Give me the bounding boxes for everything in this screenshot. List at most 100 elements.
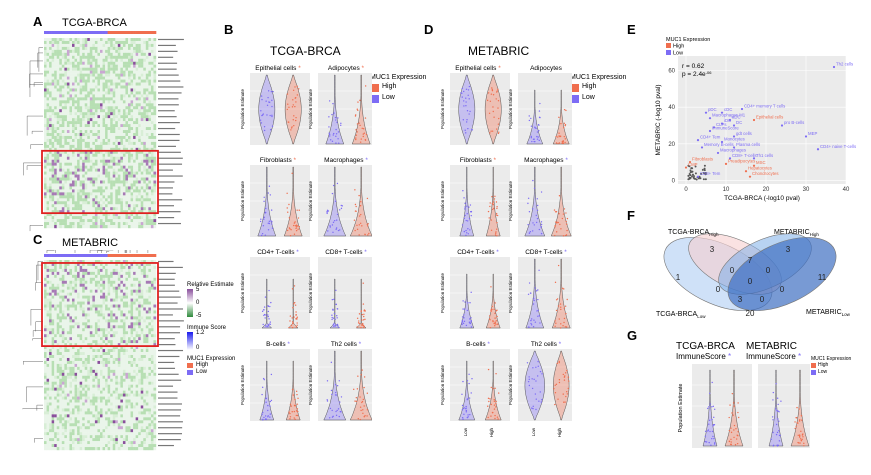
heatmap-cell	[115, 183, 119, 187]
heatmap-cell	[133, 387, 136, 391]
heatmap-cell	[130, 121, 134, 125]
heatmap-cell	[133, 82, 136, 86]
heatmap-cell	[46, 100, 50, 104]
heatmap-cell	[115, 103, 119, 107]
heatmap-cell	[54, 375, 57, 379]
heatmap-cell	[145, 369, 149, 374]
heatmap-cell	[133, 38, 136, 42]
heatmap-cell	[117, 130, 121, 134]
heatmap-cell	[100, 192, 103, 196]
heatmap-cell	[59, 337, 63, 341]
heatmap-cell	[46, 58, 50, 62]
heatmap-cell	[128, 355, 131, 359]
heatmap-cell	[51, 375, 55, 379]
heatmap-cell	[130, 91, 134, 95]
heatmap-cell	[105, 55, 108, 59]
heatmap-cell	[140, 186, 144, 190]
heatmap-cell	[49, 70, 52, 74]
heatmap-cell	[153, 387, 157, 391]
heatmap-cell	[107, 118, 111, 122]
heatmap-cell	[148, 277, 152, 281]
heatmap-cell	[102, 46, 106, 51]
heatmap-cell	[54, 301, 57, 305]
heatmap-cell	[72, 168, 75, 172]
heatmap-cell	[64, 274, 68, 279]
heatmap-cell	[140, 127, 144, 131]
heatmap-cell	[143, 82, 147, 86]
heatmap-cell	[97, 340, 101, 344]
heatmap-cell	[120, 49, 124, 54]
heatmap-cell	[44, 349, 47, 353]
heatmap-cell	[138, 265, 141, 270]
heatmap-cell	[72, 316, 75, 320]
heatmap-cell	[117, 177, 121, 181]
heatmap-cell	[61, 79, 65, 83]
heatmap-cell	[66, 127, 70, 131]
heatmap-cell	[84, 52, 88, 57]
heatmap-cell	[125, 222, 129, 226]
heatmap-cell	[140, 171, 144, 175]
heatmap-cell	[107, 292, 111, 296]
heatmap-cell	[138, 112, 141, 116]
heatmap-cell	[82, 304, 85, 308]
heatmap-cell	[56, 372, 60, 376]
heatmap-cell	[66, 46, 70, 51]
heatmap-cell	[64, 283, 68, 287]
heatmap-cell	[117, 310, 121, 314]
heatmap-cell	[120, 381, 124, 385]
heatmap-cell	[115, 277, 119, 281]
heatmap-cell	[79, 147, 83, 152]
heatmap-cell	[143, 366, 147, 371]
heatmap-cell	[94, 115, 98, 119]
heatmap-cell	[145, 352, 149, 356]
heatmap-cell	[74, 133, 78, 137]
heatmap-cell	[115, 271, 119, 276]
heatmap-cell	[59, 201, 63, 205]
heatmap-cell	[74, 40, 78, 45]
heatmap-cell	[69, 369, 73, 374]
heatmap-cell	[112, 133, 116, 137]
heatmap-cell	[125, 168, 129, 172]
heatmap-cell	[82, 109, 85, 113]
heatmap-cell	[97, 46, 101, 51]
heatmap-cell	[94, 357, 98, 362]
heatmap-cell	[105, 118, 108, 122]
heatmap-cell	[82, 213, 85, 217]
heatmap-cell	[120, 384, 124, 388]
heatmap-cell	[100, 76, 103, 80]
heatmap-cell	[102, 130, 106, 134]
heatmap-cell	[128, 381, 131, 385]
heatmap-cell	[87, 124, 91, 128]
heatmap-cell	[138, 268, 141, 273]
heatmap-cell	[56, 85, 60, 89]
heatmap-cell	[97, 366, 101, 371]
heatmap-cell	[125, 210, 129, 214]
heatmap-cell	[72, 165, 75, 169]
heatmap-cell	[148, 292, 152, 296]
heatmap-cell	[82, 319, 85, 323]
heatmap-cell	[51, 201, 55, 205]
heatmap-cell	[61, 38, 65, 42]
heatmap-cell	[148, 171, 152, 175]
heatmap-cell	[74, 198, 78, 202]
heatmap-cell	[79, 67, 83, 71]
heatmap-cell	[77, 352, 80, 356]
heatmap-cell	[56, 58, 60, 62]
heatmap-cell	[84, 97, 88, 101]
heatmap-cell	[46, 295, 50, 299]
heatmap-cell	[97, 363, 101, 368]
heatmap-cell	[64, 313, 68, 317]
heatmap-cell	[97, 127, 101, 131]
heatmap-cell	[44, 352, 47, 356]
heatmap-cell	[84, 103, 88, 107]
heatmap-cell	[77, 49, 80, 54]
heatmap-cell	[79, 274, 83, 279]
heatmap-cell	[120, 162, 124, 166]
heatmap-cell	[100, 88, 103, 92]
heatmap-cell	[49, 334, 52, 338]
heatmap-cell	[112, 363, 116, 368]
heatmap-cell	[89, 73, 93, 77]
heatmap-cell	[117, 61, 121, 65]
annotation-cell	[107, 31, 111, 34]
heatmap-cell	[102, 76, 106, 80]
